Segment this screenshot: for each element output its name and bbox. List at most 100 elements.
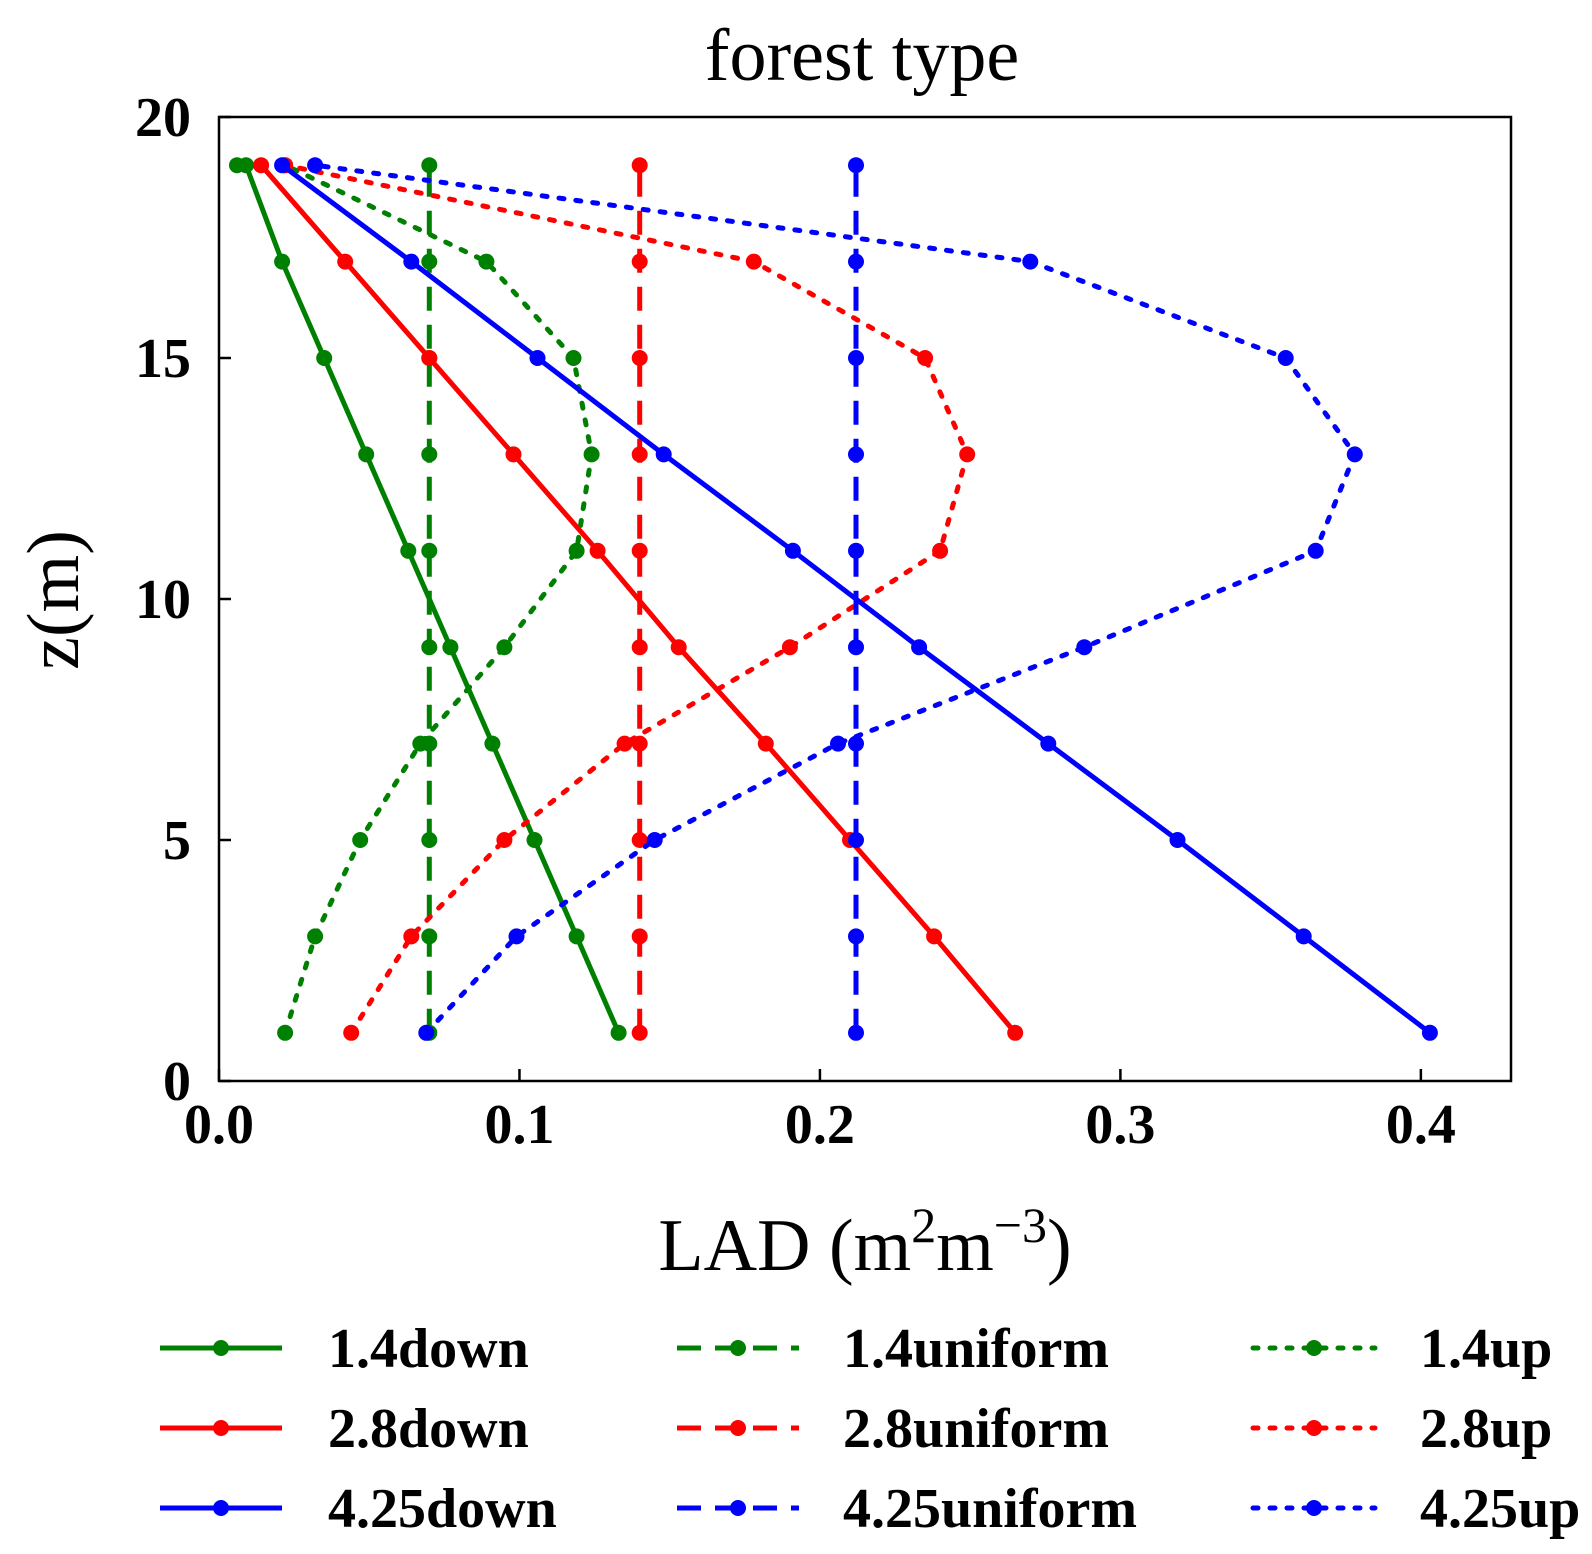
data-point [848, 928, 864, 945]
legend-swatch-marker [213, 1500, 229, 1516]
legend-entry-4.25down: 4.25down [160, 1478, 557, 1540]
data-point [496, 832, 513, 848]
chart-title: forest type [705, 15, 1019, 97]
legend-label: 2.8uniform [843, 1398, 1109, 1460]
data-point [848, 639, 864, 656]
data-point [848, 832, 864, 848]
data-point [848, 446, 864, 463]
data-point [959, 446, 976, 463]
data-point [1421, 1024, 1438, 1041]
data-point [421, 542, 438, 559]
x-axis-label-sup2: −3 [994, 1197, 1047, 1253]
y-tick-label: 20 [135, 87, 191, 149]
data-point [781, 639, 798, 656]
series-line-1.4up [282, 162, 595, 1036]
data-point [631, 253, 648, 270]
data-point [565, 350, 582, 366]
legend-label: 2.8up [1420, 1398, 1552, 1460]
data-point [848, 350, 864, 366]
data-point [337, 253, 354, 270]
data-point [418, 1024, 435, 1041]
legend-entry-2.8uniform: 2.8uniform [677, 1398, 1109, 1460]
legend-entry-1.4uniform: 1.4uniform [677, 1318, 1109, 1380]
data-point [1277, 350, 1294, 366]
legend-label: 1.4uniform [843, 1318, 1109, 1380]
series-1.4uniform [421, 157, 438, 1041]
x-axis-label-end: ) [1047, 1205, 1072, 1287]
data-point [277, 1024, 294, 1041]
data-point [583, 446, 600, 463]
data-point [848, 253, 864, 270]
legend-label: 1.4up [1420, 1318, 1552, 1380]
legend-label: 4.25down [328, 1478, 557, 1540]
data-point [848, 1024, 864, 1041]
data-point [631, 1024, 648, 1041]
data-point [508, 928, 525, 945]
data-point [526, 832, 543, 848]
data-point [421, 639, 438, 656]
data-point [1022, 253, 1039, 270]
legend-entry-2.8down: 2.8down [160, 1398, 529, 1460]
data-point [400, 542, 417, 559]
legend-swatch-marker [213, 1340, 229, 1356]
legend-entry-2.8up: 2.8up [1250, 1398, 1552, 1460]
data-point [631, 928, 648, 945]
data-point [307, 928, 324, 945]
data-point [274, 253, 291, 270]
data-point [421, 928, 438, 945]
data-point [1040, 735, 1057, 752]
legend-swatch-marker [1306, 1500, 1322, 1516]
data-point [670, 639, 687, 656]
legend-swatch-marker [213, 1420, 229, 1436]
data-point [568, 542, 585, 559]
series-4.25uniform [848, 157, 864, 1041]
data-point [631, 446, 648, 463]
data-point [917, 350, 934, 366]
data-point [848, 542, 864, 559]
plot-area [229, 157, 1438, 1041]
legend-label: 2.8down [328, 1398, 529, 1460]
data-point [505, 446, 522, 463]
data-point [421, 157, 438, 174]
legend-label: 4.25up [1420, 1478, 1580, 1540]
data-point [655, 446, 672, 463]
legend-entry-4.25uniform: 4.25uniform [677, 1478, 1137, 1540]
data-point [784, 542, 801, 559]
data-point [403, 928, 420, 945]
data-point [631, 639, 648, 656]
data-point [307, 157, 324, 174]
x-tick-label: 0.1 [484, 1094, 554, 1156]
series-line-2.8up [282, 162, 970, 1036]
series-line-4.25up [312, 162, 1358, 1036]
data-point [1346, 446, 1363, 463]
data-point [478, 253, 495, 270]
legend-entry-4.25up: 4.25up [1250, 1478, 1580, 1540]
data-point [631, 832, 648, 848]
data-point [848, 157, 864, 174]
data-point [484, 735, 501, 752]
data-point [343, 1024, 360, 1041]
data-point [932, 542, 949, 559]
data-point [421, 350, 438, 366]
x-tick-label: 0.2 [785, 1094, 855, 1156]
legend-entry-1.4up: 1.4up [1250, 1318, 1552, 1380]
data-point [568, 928, 585, 945]
x-tick-label: 0.3 [1085, 1094, 1155, 1156]
x-axis-label-sup1: 2 [911, 1197, 936, 1253]
data-point [631, 542, 648, 559]
axis-ticks: 0.0 0.1 0.2 0.3 0.4 0 5 10 15 20 [135, 87, 1456, 1156]
data-point [1076, 639, 1093, 656]
data-point [529, 350, 546, 366]
data-point [253, 157, 270, 174]
data-point [421, 446, 438, 463]
x-axis-label: LAD (m2m−3) [658, 1197, 1071, 1287]
x-tick-label: 0.4 [1386, 1094, 1456, 1156]
data-point [757, 735, 774, 752]
data-point [646, 832, 663, 848]
data-point [1007, 1024, 1024, 1041]
data-point [631, 350, 648, 366]
legend-swatch-marker [1306, 1420, 1322, 1436]
y-tick-label: 10 [135, 569, 191, 631]
x-axis-label-main: LAD (m [658, 1205, 911, 1287]
